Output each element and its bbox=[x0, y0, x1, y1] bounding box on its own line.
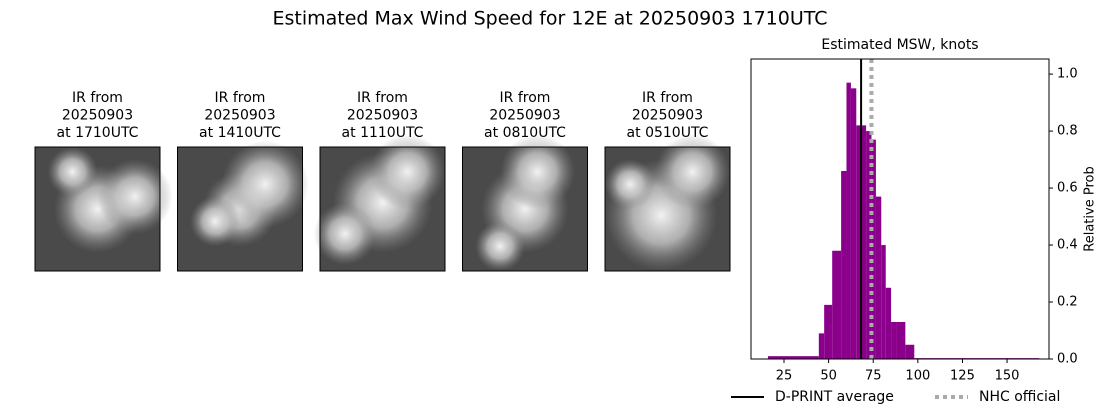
panel-label: 20250903 bbox=[347, 108, 418, 124]
cloud bbox=[313, 202, 377, 266]
y-tick-label: 0.8 bbox=[1057, 124, 1078, 139]
satellite-image bbox=[462, 134, 588, 272]
panel-label: IR from bbox=[500, 90, 551, 106]
panel-label: at 1410UTC bbox=[199, 125, 281, 141]
bar bbox=[866, 131, 872, 359]
bar bbox=[875, 196, 882, 359]
image-frame bbox=[177, 146, 303, 272]
image-frame bbox=[34, 146, 161, 272]
panel-label: IR from bbox=[72, 90, 123, 106]
bar bbox=[832, 250, 842, 359]
bar bbox=[824, 304, 833, 359]
y-tick-label: 0.2 bbox=[1057, 295, 1078, 310]
y-tick-label: 0.4 bbox=[1057, 238, 1078, 253]
legend-label: D-PRINT average bbox=[775, 389, 894, 405]
x-tick-label: 75 bbox=[865, 369, 882, 384]
cloud bbox=[655, 134, 730, 210]
bar bbox=[881, 245, 886, 359]
y-tick-label: 0.6 bbox=[1057, 181, 1078, 196]
bar bbox=[767, 356, 819, 359]
cloud bbox=[97, 159, 173, 235]
chart-title: Estimated MSW, knots bbox=[821, 37, 978, 53]
x-tick-label: 25 bbox=[776, 369, 793, 384]
satellite-image bbox=[604, 134, 731, 272]
satellite-image bbox=[313, 134, 446, 272]
image-frame bbox=[604, 146, 731, 272]
bar bbox=[885, 287, 892, 359]
panel-label: 20250903 bbox=[632, 108, 703, 124]
cloud bbox=[475, 221, 525, 272]
bar bbox=[905, 344, 915, 359]
bar bbox=[856, 125, 861, 359]
x-tick-label: 50 bbox=[820, 369, 837, 384]
bar bbox=[891, 321, 897, 359]
y-tick-label: 1.0 bbox=[1057, 67, 1078, 82]
bar bbox=[850, 88, 857, 359]
legend-label: NHC official bbox=[979, 389, 1060, 405]
panel-label: IR from bbox=[357, 90, 408, 106]
panel-label: 20250903 bbox=[204, 108, 275, 124]
bar bbox=[846, 82, 851, 359]
cloud bbox=[605, 159, 655, 210]
y-axis-label: Relative Prob bbox=[1083, 166, 1098, 251]
bar bbox=[871, 139, 876, 359]
plot-frame bbox=[750, 58, 1050, 360]
figure-title: Estimated Max Wind Speed for 12E at 2025… bbox=[272, 8, 827, 30]
y-tick-label: 0.0 bbox=[1057, 352, 1078, 367]
image-frame bbox=[319, 146, 446, 272]
cloud bbox=[190, 196, 240, 247]
bar bbox=[860, 125, 867, 359]
bar bbox=[841, 170, 847, 359]
cloud bbox=[221, 140, 309, 228]
cloud bbox=[500, 134, 575, 210]
x-tick-label: 100 bbox=[905, 369, 930, 384]
satellite-image bbox=[34, 146, 173, 272]
panel-label: 20250903 bbox=[489, 108, 560, 124]
panel-label: IR from bbox=[215, 90, 266, 106]
bar bbox=[818, 333, 825, 359]
x-tick-label: 125 bbox=[950, 369, 975, 384]
satellite-image bbox=[177, 140, 309, 272]
panel-label: 20250903 bbox=[62, 108, 133, 124]
panel-label: IR from bbox=[642, 90, 693, 106]
bar bbox=[896, 321, 906, 359]
cloud bbox=[47, 146, 98, 197]
x-tick-label: 150 bbox=[995, 369, 1020, 384]
cloud bbox=[370, 134, 445, 210]
panel-label: at 1710UTC bbox=[57, 125, 139, 141]
image-frame bbox=[462, 146, 588, 272]
